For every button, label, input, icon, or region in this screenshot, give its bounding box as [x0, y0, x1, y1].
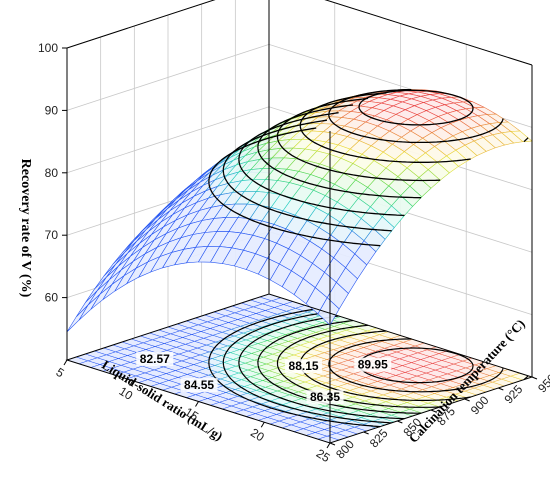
y-tick-mark [430, 409, 437, 413]
y-tick-mark [363, 431, 369, 435]
x-tick-mark [129, 380, 134, 387]
contour-label-bg [136, 352, 174, 367]
contour-label: 88.15 [289, 359, 319, 373]
z-tick-label: 90 [45, 103, 59, 117]
x-tick-mark [260, 421, 265, 428]
z-tick-label: 100 [38, 41, 58, 55]
z-tick-label: 60 [45, 291, 59, 305]
floor-contour-line [208, 308, 381, 428]
y-tick-mark [464, 398, 470, 402]
surface-mesh-cell [66, 304, 89, 333]
surface-contour-line [257, 104, 422, 199]
surface-contour-line [358, 89, 474, 126]
contour-label: 86.35 [310, 390, 340, 404]
surface-contour-line [222, 119, 392, 232]
x-tick-mark [326, 442, 331, 449]
z-axis-title: Recovery rate of V (%) [18, 159, 33, 298]
contour-label-bg [354, 357, 392, 372]
surface-contour-line [328, 88, 504, 144]
z-tick-label: 80 [45, 166, 59, 180]
floor-contour-line [257, 319, 422, 414]
x-tick-label: 5 [54, 365, 67, 381]
x-tick-label: 20 [248, 425, 267, 444]
x-tick-mark [195, 401, 199, 407]
y-tick-label: 950 [535, 371, 550, 395]
z-gridline [66, 0, 533, 66]
x-tick-label: 25 [314, 446, 333, 465]
surface-mesh-cell [317, 297, 340, 326]
contour-label-bg [306, 390, 344, 405]
top-frame-edge [66, 0, 533, 66]
contour-label-bg [285, 359, 323, 374]
contour-label: 84.55 [184, 378, 214, 392]
x-tick-mark [63, 359, 68, 366]
contour-label: 82.57 [140, 352, 170, 366]
z-tick-label: 70 [45, 228, 59, 242]
y-tick-mark [531, 376, 538, 380]
contour-label: 89.95 [358, 358, 388, 372]
floor-contour-plot: 82.57 84.55 86.35 88.15 89.95 [66, 293, 533, 444]
y-tick-mark [397, 420, 403, 424]
surface-contour-line [276, 97, 441, 182]
y-tick-mark [329, 442, 336, 446]
contour-label-bg [180, 378, 218, 393]
floor-contour-line [222, 311, 392, 424]
response-surface [66, 88, 533, 333]
y-tick-mark [498, 387, 504, 391]
